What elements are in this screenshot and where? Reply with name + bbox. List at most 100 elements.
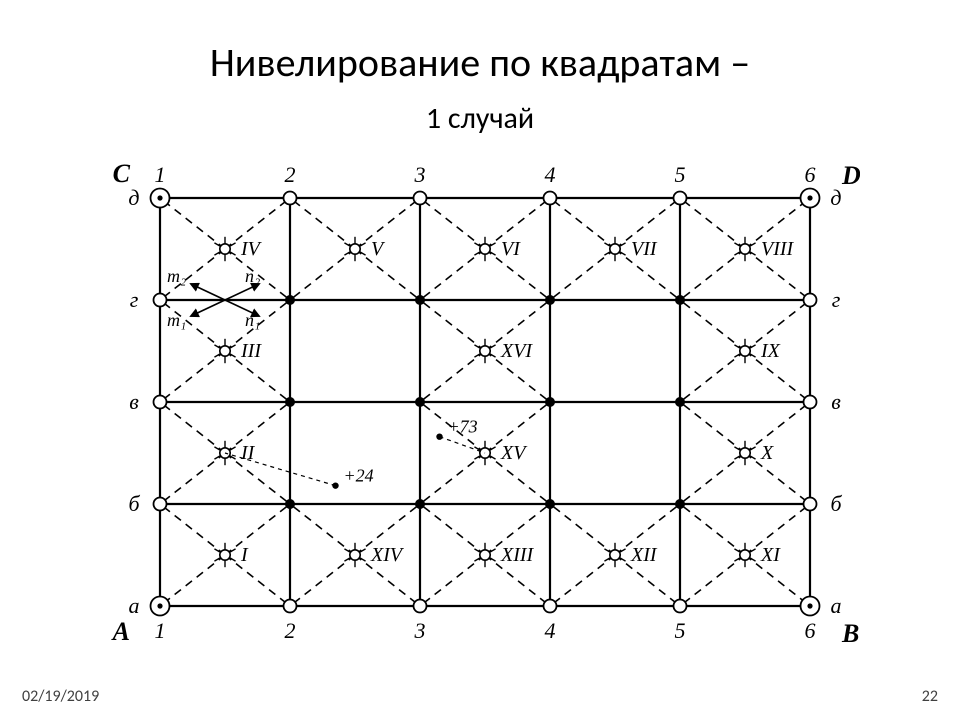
inner-node bbox=[415, 499, 425, 509]
corner-D: D bbox=[841, 161, 860, 190]
point-label: +73 bbox=[448, 417, 478, 437]
sight-line bbox=[420, 504, 485, 555]
station-marker bbox=[740, 244, 750, 254]
station-label: XIV bbox=[370, 544, 405, 566]
corner-dot bbox=[807, 195, 812, 200]
station-label: XVI bbox=[500, 340, 533, 362]
sight-line bbox=[680, 300, 745, 351]
sight-line bbox=[550, 504, 615, 555]
point-label: +24 bbox=[344, 466, 374, 486]
corner-C: C bbox=[113, 159, 131, 188]
inner-node bbox=[285, 397, 295, 407]
edge-node bbox=[414, 600, 427, 613]
mn-label: n₁ bbox=[245, 310, 260, 330]
sight-line bbox=[160, 555, 225, 606]
sight-line bbox=[225, 504, 290, 555]
col-label-top: 4 bbox=[545, 162, 556, 187]
mn-arrow bbox=[225, 284, 259, 300]
row-label-right: а bbox=[831, 593, 842, 618]
col-label-bottom: 5 bbox=[675, 618, 686, 643]
corner-B: B bbox=[841, 619, 859, 648]
sight-line bbox=[160, 453, 225, 504]
footer-page: 22 bbox=[922, 687, 938, 706]
row-label-left: а bbox=[129, 593, 140, 618]
station-marker bbox=[610, 244, 620, 254]
sight-line bbox=[225, 402, 290, 453]
inner-node bbox=[545, 295, 555, 305]
inner-node bbox=[675, 397, 685, 407]
station-label: XV bbox=[500, 442, 528, 464]
station-label: I bbox=[240, 544, 249, 566]
mn-label: n₂ bbox=[245, 266, 260, 286]
edge-node bbox=[674, 600, 687, 613]
sight-line bbox=[680, 249, 745, 300]
station-marker bbox=[480, 346, 490, 356]
footer-date: 02/19/2019 bbox=[22, 687, 99, 706]
edge-node bbox=[154, 294, 167, 307]
sight-line bbox=[290, 198, 355, 249]
station-label: X bbox=[760, 442, 774, 464]
point-leader bbox=[225, 453, 336, 486]
leveling-grid-diagram: IVVVIVIIVIIIIIIXVIIXIIXVXIXIVXIIIXIIXI+7… bbox=[100, 158, 860, 678]
sight-line bbox=[680, 453, 745, 504]
sight-line bbox=[225, 453, 290, 504]
sight-line bbox=[420, 453, 485, 504]
col-label-bottom: 2 bbox=[285, 618, 296, 643]
sight-line bbox=[745, 402, 810, 453]
inner-node bbox=[285, 295, 295, 305]
sight-line bbox=[290, 249, 355, 300]
corner-dot bbox=[807, 603, 812, 608]
sight-line bbox=[550, 198, 615, 249]
inner-node bbox=[415, 397, 425, 407]
sight-line bbox=[290, 504, 355, 555]
station-marker bbox=[350, 550, 360, 560]
edge-node bbox=[804, 498, 817, 511]
sight-line bbox=[680, 351, 745, 402]
row-label-left: в bbox=[129, 389, 139, 414]
col-label-bottom: 3 bbox=[414, 618, 426, 643]
col-label-top: 6 bbox=[805, 162, 816, 187]
row-label-right: б bbox=[830, 491, 842, 516]
col-label-bottom: 4 bbox=[545, 618, 556, 643]
col-label-bottom: 6 bbox=[805, 618, 816, 643]
sight-line bbox=[355, 198, 420, 249]
survey-point bbox=[332, 482, 338, 488]
sight-line bbox=[680, 402, 745, 453]
row-label-left: г bbox=[130, 287, 139, 312]
station-label: IX bbox=[760, 340, 781, 362]
col-label-bottom: 1 bbox=[155, 618, 166, 643]
sight-line bbox=[550, 555, 615, 606]
point-leader bbox=[440, 437, 486, 453]
sight-line bbox=[680, 504, 745, 555]
edge-node bbox=[414, 192, 427, 205]
station-label: VIII bbox=[761, 238, 795, 260]
mn-label: m₁ bbox=[167, 310, 186, 330]
row-label-left: д bbox=[128, 185, 139, 210]
inner-node bbox=[675, 499, 685, 509]
station-label: XII bbox=[630, 544, 658, 566]
edge-node bbox=[154, 396, 167, 409]
station-label: II bbox=[240, 442, 256, 464]
col-label-top: 3 bbox=[414, 162, 426, 187]
sight-line bbox=[420, 300, 485, 351]
sight-line bbox=[225, 555, 290, 606]
mn-label: m₂ bbox=[167, 266, 186, 286]
row-label-left: б bbox=[128, 491, 140, 516]
edge-node bbox=[284, 600, 297, 613]
sight-line bbox=[160, 198, 225, 249]
sight-line bbox=[160, 402, 225, 453]
station-label: III bbox=[240, 340, 262, 362]
edge-node bbox=[544, 192, 557, 205]
station-marker bbox=[220, 550, 230, 560]
mn-arrow bbox=[191, 284, 225, 300]
sight-line bbox=[680, 555, 745, 606]
mn-arrow bbox=[191, 300, 225, 316]
sight-line bbox=[420, 351, 485, 402]
edge-node bbox=[804, 396, 817, 409]
inner-node bbox=[675, 295, 685, 305]
corner-dot bbox=[157, 195, 162, 200]
edge-node bbox=[154, 498, 167, 511]
station-marker bbox=[740, 550, 750, 560]
sight-line bbox=[680, 198, 745, 249]
sight-line bbox=[355, 249, 420, 300]
